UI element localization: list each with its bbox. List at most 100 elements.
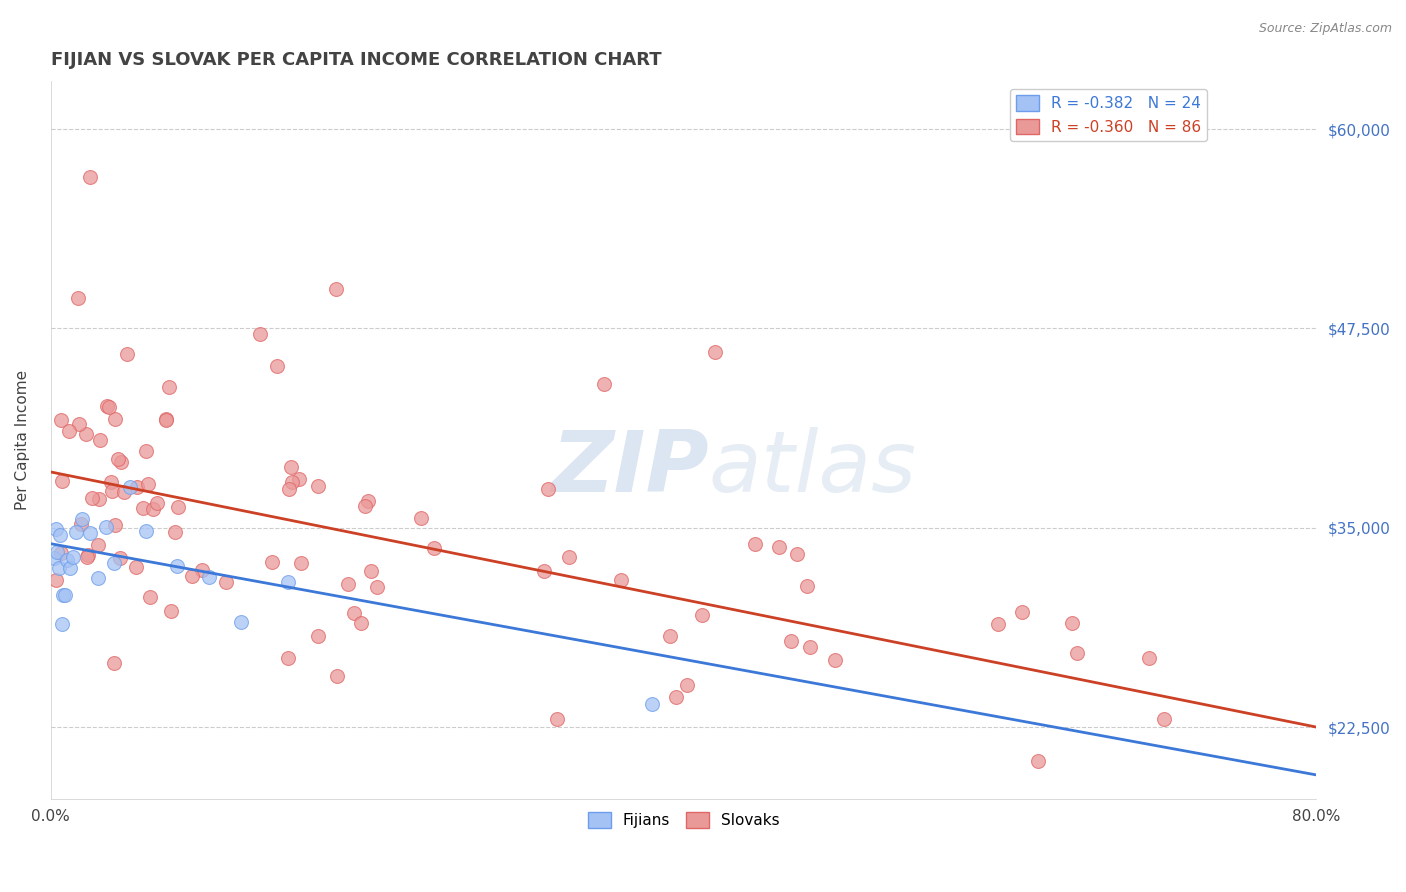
Point [343,606,366,620]
Point [104,412,127,426]
Point [411,511,433,525]
Point [704,345,727,359]
Point [139,590,162,604]
Point [768,540,790,554]
Point [690,607,713,622]
Point [423,541,446,556]
Point [58,424,80,438]
Point [215,575,238,590]
Point [160,604,183,618]
Point [44,573,66,587]
Point [610,573,633,587]
Point [53,588,76,602]
Point [307,629,329,643]
Point [1060,616,1083,631]
Point [799,640,821,655]
Point [49,413,72,427]
Point [166,500,188,515]
Point [100,475,122,490]
Point [104,518,127,533]
Point [70,517,93,532]
Point [290,556,312,570]
Point [72,512,94,526]
Point [307,479,329,493]
Point [55,553,77,567]
Point [132,500,155,515]
Point [266,359,288,374]
Point [51,546,73,560]
Point [155,412,177,426]
Point [1011,605,1033,619]
Text: FIJIAN VS SLOVAK PER CAPITA INCOME CORRELATION CHART: FIJIAN VS SLOVAK PER CAPITA INCOME CORRE… [51,51,661,69]
Point [281,475,304,489]
Point [62,549,84,564]
Point [360,564,382,578]
Point [45,523,67,537]
Point [366,581,388,595]
Point [157,380,180,394]
Point [262,556,284,570]
Point [76,550,98,565]
Point [155,413,177,427]
Point [278,482,301,496]
Point [112,485,135,500]
Point [1028,754,1050,768]
Point [280,459,302,474]
Legend: Fijians, Slovaks: Fijians, Slovaks [582,806,786,834]
Point [593,377,616,392]
Point [67,417,90,431]
Point [824,653,846,667]
Text: atlas: atlas [709,427,917,510]
Point [125,560,148,574]
Point [166,559,188,574]
Point [96,520,118,534]
Point [75,427,97,442]
Point [79,169,101,184]
Point [537,482,560,496]
Point [1153,712,1175,726]
Point [49,528,72,542]
Point [51,617,73,632]
Point [325,282,347,296]
Point [987,617,1010,632]
Point [277,651,299,665]
Point [103,556,125,570]
Point [146,496,169,510]
Point [288,472,311,486]
Point [546,712,568,726]
Point [796,579,818,593]
Point [118,480,141,494]
Point [87,491,110,506]
Point [97,401,120,415]
Y-axis label: Per Capita Income: Per Capita Income [15,370,30,510]
Point [66,291,89,305]
Point [101,484,124,499]
Point [533,564,555,578]
Point [198,569,221,583]
Point [46,545,69,559]
Point [87,538,110,552]
Point [87,571,110,585]
Point [353,499,375,513]
Point [336,577,359,591]
Point [676,678,699,692]
Point [52,588,75,602]
Point [89,433,111,447]
Point [108,550,131,565]
Point [191,563,214,577]
Point [110,455,132,469]
Point [744,536,766,550]
Point [77,549,100,563]
Point [326,669,349,683]
Point [80,491,103,506]
Point [163,525,186,540]
Point [65,525,87,540]
Point [357,494,380,508]
Point [142,502,165,516]
Point [665,690,688,704]
Point [51,474,73,488]
Point [96,399,118,413]
Point [641,698,664,712]
Point [127,480,149,494]
Point [658,629,681,643]
